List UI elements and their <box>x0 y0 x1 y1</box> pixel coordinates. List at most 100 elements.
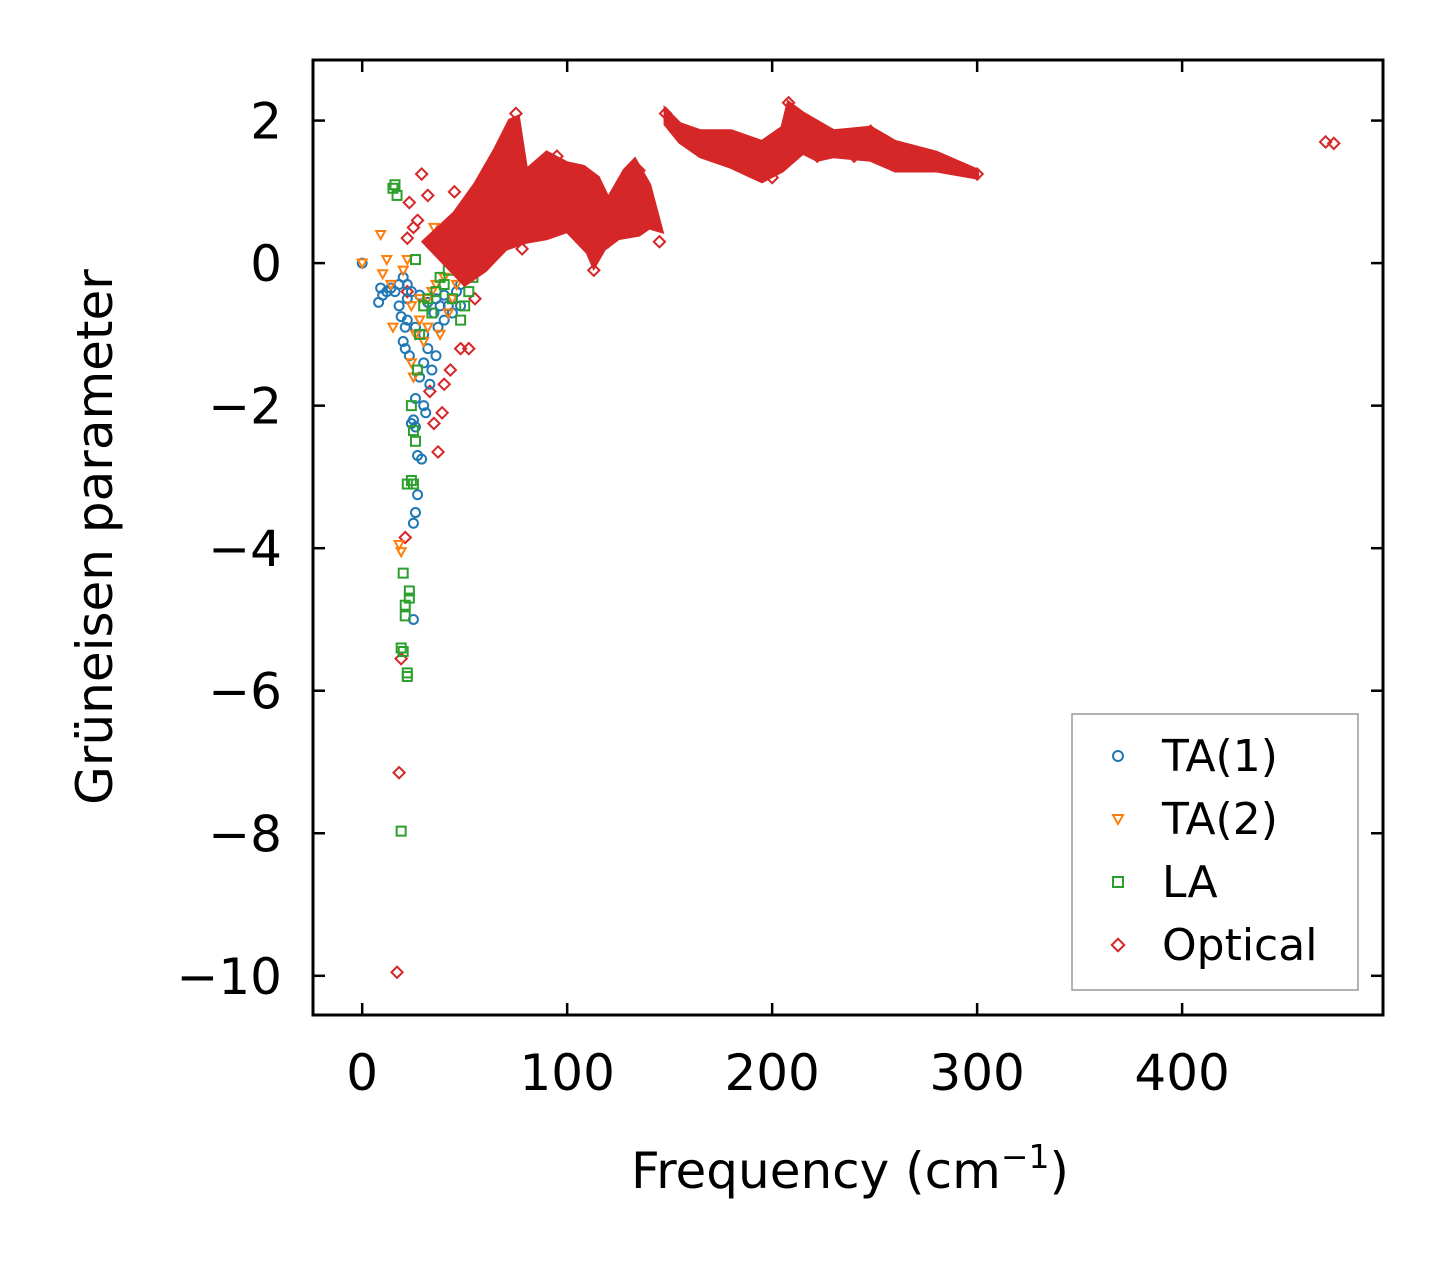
data-point <box>437 377 452 392</box>
data-point <box>652 234 667 249</box>
data-point <box>426 416 441 431</box>
data-point <box>395 825 407 837</box>
data-point <box>389 179 401 191</box>
data-point <box>390 965 405 980</box>
data-point <box>430 286 442 298</box>
data-point <box>384 279 398 292</box>
data-point <box>407 517 419 529</box>
data-point <box>392 765 407 780</box>
data-point <box>399 610 411 622</box>
data-point <box>403 585 415 597</box>
data-point <box>418 357 430 369</box>
data-point <box>410 213 425 228</box>
data-point <box>406 220 421 235</box>
data-point <box>407 425 419 437</box>
data-point <box>433 329 447 341</box>
legend-item: TA(2) <box>1111 794 1278 845</box>
data-point <box>396 265 410 277</box>
y-tick-label: 2 <box>250 93 282 151</box>
axis-ticks: 0 100 200 300 400 2 0 −2 −4 −6 −8 −10 <box>176 60 1383 1102</box>
data-point <box>1326 136 1341 151</box>
data-point <box>418 400 430 412</box>
series-ta-1 <box>356 257 475 625</box>
y-tick-label: −8 <box>208 805 282 863</box>
data-point <box>412 489 424 501</box>
data-point <box>416 453 428 465</box>
data-point <box>1318 134 1333 149</box>
data-point <box>430 444 446 460</box>
legend: TA(1) TA(2) LA Optical <box>1071 713 1359 991</box>
legend-label: TA(2) <box>1161 794 1278 845</box>
legend-marker <box>1112 750 1124 762</box>
data-point <box>405 301 418 313</box>
data-point <box>401 254 414 267</box>
data-point <box>405 400 417 412</box>
data-point <box>397 646 409 658</box>
data-point <box>400 231 415 246</box>
data-point <box>376 269 389 281</box>
legend-item: TA(1) <box>1112 731 1278 782</box>
data-point <box>430 350 442 362</box>
data-point <box>461 341 476 356</box>
data-point <box>586 263 601 278</box>
plot-area-frame <box>311 58 1385 1017</box>
data-point <box>438 278 450 290</box>
data-point <box>467 291 482 306</box>
data-point <box>355 258 369 270</box>
data-point <box>447 184 462 199</box>
data-point <box>413 294 426 306</box>
data-point <box>414 166 429 182</box>
data-point <box>455 314 467 326</box>
data-point <box>413 315 426 327</box>
legend-marker <box>1110 937 1126 953</box>
data-point <box>421 322 434 334</box>
data-point <box>422 293 434 305</box>
data-point <box>399 321 411 333</box>
data-point <box>394 547 408 559</box>
data-point <box>380 254 393 267</box>
data-point <box>409 507 421 519</box>
optical-band-low <box>420 114 665 288</box>
data-point <box>424 378 436 390</box>
data-point <box>450 279 463 292</box>
data-point <box>459 300 471 312</box>
data-point <box>400 284 415 299</box>
optical-density-band <box>420 99 980 288</box>
data-point <box>414 328 426 340</box>
data-point <box>398 530 413 545</box>
data-point <box>401 670 413 682</box>
data-point <box>426 364 438 376</box>
data-point <box>402 195 417 210</box>
y-tick-label: −6 <box>208 663 282 721</box>
legend-item: LA <box>1112 857 1218 908</box>
data-point <box>422 384 437 399</box>
x-axis-label: Frequency (cm−1) <box>631 1137 1069 1200</box>
data-point <box>397 336 409 348</box>
legend-label: TA(1) <box>1161 731 1278 782</box>
x-axis-label-end: ) <box>1050 1142 1070 1200</box>
data-point <box>407 478 419 490</box>
data-point <box>443 362 458 378</box>
optical-band-high <box>663 99 980 184</box>
legend-item: Optical <box>1110 920 1317 971</box>
data-point <box>515 241 530 256</box>
data-point <box>438 314 450 326</box>
legend-marker <box>1112 876 1124 888</box>
data-point <box>393 300 405 312</box>
y-tick-label: −4 <box>208 520 282 578</box>
data-point <box>412 364 424 376</box>
x-tick-label: 0 <box>346 1044 378 1102</box>
data-point <box>463 286 475 298</box>
series-ta-2 <box>355 222 463 559</box>
data-point <box>391 189 403 201</box>
data-point <box>446 293 458 305</box>
data-point <box>409 254 421 266</box>
data-point <box>409 435 421 447</box>
series-la <box>387 179 479 837</box>
legend-marker <box>1111 814 1125 827</box>
legend-label: LA <box>1162 857 1218 908</box>
x-tick-label: 100 <box>519 1044 614 1102</box>
data-point <box>435 405 450 420</box>
data-point <box>374 230 387 242</box>
